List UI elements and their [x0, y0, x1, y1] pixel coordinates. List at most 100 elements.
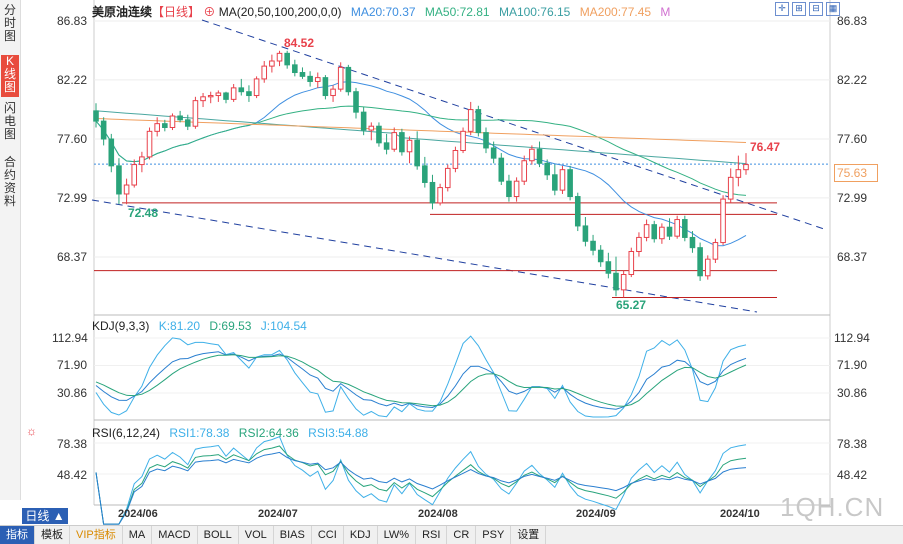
rsi-axis-left-1: 48.42 [57, 468, 88, 482]
annotation-low2: 65.27 [616, 298, 647, 312]
settings-icon[interactable]: ⊕ [203, 5, 216, 19]
candle-body [360, 111, 367, 131]
zoom-out-icon[interactable]: ⊟ [809, 2, 823, 16]
tab-vol[interactable]: VOL [239, 526, 274, 544]
tab-rsi[interactable]: RSI [416, 526, 448, 544]
ma-extra: M [660, 5, 671, 19]
kdj-j: J:104.54 [260, 319, 307, 333]
candle-body [330, 88, 336, 97]
candle-body [651, 224, 658, 240]
channel-upper [201, 19, 828, 231]
candle-body [429, 181, 436, 204]
kdj-label: KDJ(9,3,3) [92, 319, 150, 333]
ma20-value: MA20:70.37 [350, 5, 416, 19]
tab-macd[interactable]: MACD [152, 526, 198, 544]
rsi-settings-icon[interactable]: ☼ [26, 424, 37, 438]
candle-body [337, 66, 344, 90]
candle-body [628, 251, 635, 276]
candle-body [269, 60, 275, 67]
tab-ma[interactable]: MA [123, 526, 153, 544]
tab-lwr[interactable]: LW% [378, 526, 417, 544]
candle-body [475, 109, 482, 134]
price-axis-left-4: 68.37 [57, 250, 88, 264]
kdj-axis-right-2: 30.86 [837, 386, 868, 400]
candle-body [552, 174, 558, 191]
candle-body [437, 187, 443, 204]
candle-body [253, 78, 260, 97]
x-label-1: 2024/07 [258, 508, 298, 520]
candle-body [544, 162, 550, 176]
candle-body [406, 139, 413, 153]
tab-template[interactable]: 模板 [35, 526, 70, 544]
tab-kline[interactable]: K线图 [1, 55, 19, 97]
candle-body [506, 180, 512, 198]
ma200-value: MA200:77.45 [579, 5, 652, 19]
tab-kdj[interactable]: KDJ [344, 526, 378, 544]
candle-body [200, 96, 206, 102]
tab-bias[interactable]: BIAS [274, 526, 312, 544]
candle-body [177, 115, 183, 121]
tab-timeshare[interactable]: 分时图 [3, 3, 16, 43]
candle-body [613, 272, 619, 291]
candle-body [284, 52, 290, 66]
candle-body [345, 66, 352, 93]
rsi-header: RSI(6,12,24) RSI1:78.38 RSI2:64.36 RSI3:… [92, 426, 368, 440]
candle-body [215, 92, 222, 97]
candle-body [697, 247, 703, 277]
tab-flash[interactable]: 闪电图 [3, 101, 16, 141]
channel-lower [91, 199, 758, 313]
candle-body [597, 249, 604, 263]
candle-body [276, 52, 283, 62]
tab-vip-indicators[interactable]: VIP指标 [70, 526, 123, 544]
candle-body [490, 147, 497, 159]
candle-body [422, 165, 428, 183]
side-tab-bar: 分时图 K线图 闪电图 合约资料 [0, 0, 21, 500]
tab-boll[interactable]: BOLL [198, 526, 239, 544]
candle-body [460, 130, 466, 152]
candle-body [704, 258, 711, 277]
tab-settings[interactable]: 设置 [511, 526, 547, 544]
rsi-axis-right-0: 78.38 [837, 437, 868, 451]
candle-body [376, 125, 382, 144]
x-label-2: 2024/08 [418, 508, 458, 520]
candle-body [743, 164, 749, 171]
rsi3-line [95, 451, 747, 525]
tab-contract-info[interactable]: 合约资料 [3, 155, 16, 208]
grid-icon[interactable]: ▦ [826, 2, 840, 16]
ma-label: MA(20,50,100,200,0,0) [218, 5, 342, 19]
candle-body [108, 138, 115, 167]
price-axis-right-3: 72.99 [837, 191, 868, 205]
tab-cci[interactable]: CCI [312, 526, 344, 544]
bottom-indicator-bar: 指标 模板 VIP指标 MA MACD BOLL VOL BIAS CCI KD… [0, 525, 903, 544]
kdj-axis-right-0: 112.94 [834, 331, 870, 345]
annotation-recent-high: 76.47 [750, 140, 781, 154]
chart-area[interactable]: 美原油连续【日线】 ⊕ MA(20,50,100,200,0,0) MA20:7… [22, 0, 903, 525]
ma100-value: MA100:76.15 [498, 5, 571, 19]
candle-body [590, 240, 596, 251]
price-axis-left-0: 86.83 [57, 14, 88, 28]
candle-body [444, 167, 451, 189]
candle-body [353, 91, 359, 113]
rsi-3: RSI3:54.88 [308, 426, 369, 440]
candle-body [559, 169, 566, 191]
zoom-in-icon[interactable]: ⊞ [792, 2, 806, 16]
tab-psy[interactable]: PSY [476, 526, 512, 544]
rsi-axis-left-0: 78.38 [57, 437, 88, 451]
candle-body [674, 219, 680, 237]
kdj-k: K:81.20 [158, 319, 201, 333]
candle-body [689, 236, 696, 249]
kdj-j-line [95, 335, 747, 418]
tab-cr[interactable]: CR [447, 526, 477, 544]
kdj-axis-left-2: 30.86 [57, 386, 88, 400]
crosshair-icon[interactable]: ✛ [775, 2, 789, 16]
ma50-value: MA50:72.81 [424, 5, 490, 19]
kline-chart[interactable] [22, 0, 903, 525]
price-axis-left-1: 82.22 [57, 73, 88, 87]
period-selector-button[interactable]: 日线 ▲ [22, 508, 68, 524]
candle-body [162, 123, 168, 128]
candle-body [93, 110, 99, 122]
candle-body [521, 160, 528, 182]
tab-indicators[interactable]: 指标 [0, 526, 35, 544]
candle-body [727, 176, 734, 200]
price-axis-right-2: 77.60 [837, 132, 868, 146]
